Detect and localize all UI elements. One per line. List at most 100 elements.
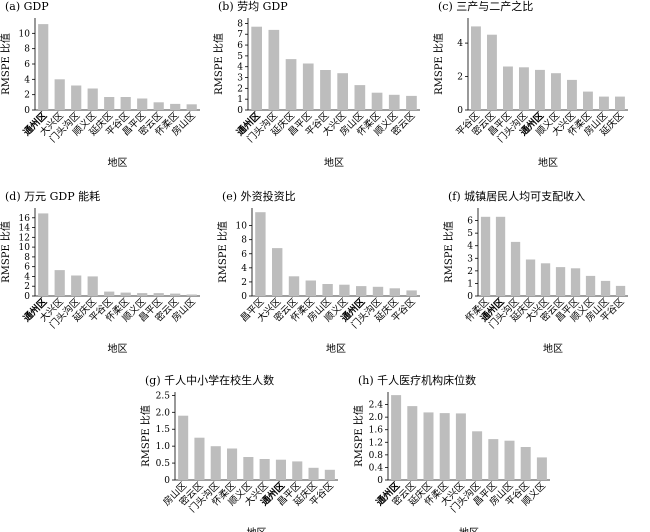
y-tick-label: 4	[24, 272, 30, 282]
bar	[391, 395, 402, 480]
chart-panel-6: (g) 千人中小学在校生人数00.51.01.52.02.5房山区密云区门头沟区…	[139, 373, 338, 532]
bar	[324, 469, 335, 480]
bar	[137, 98, 148, 110]
y-tick-label: 2	[237, 84, 243, 94]
y-tick-label: 8	[24, 45, 30, 55]
chart-title: (h) 千人医疗机构床位数	[358, 373, 476, 387]
chart-title: (e) 外资投资比	[222, 189, 296, 203]
y-axis-label: RMSPE 比值	[442, 221, 455, 283]
bar	[371, 92, 383, 110]
bar	[504, 440, 515, 480]
y-tick-label: 6	[237, 41, 243, 51]
y-tick-label: 1.6	[369, 426, 384, 436]
chart-title: (d) 万元 GDP 能耗	[5, 189, 100, 203]
y-axis-label: RMSPE 比值	[0, 221, 12, 283]
bar	[389, 288, 400, 296]
bar	[87, 88, 98, 110]
bar	[520, 447, 531, 480]
y-tick-label: 0	[241, 292, 247, 302]
y-tick-label: 1.0	[156, 442, 171, 452]
bar	[38, 213, 49, 296]
y-tick-label: 0.8	[369, 451, 384, 461]
bar	[339, 284, 350, 296]
bar	[388, 94, 400, 110]
bar	[178, 415, 189, 480]
x-axis-label: 地区	[108, 342, 128, 355]
bar	[153, 293, 164, 296]
y-tick-label: 0	[24, 106, 30, 116]
bar	[354, 85, 366, 110]
y-tick-label: 5	[467, 229, 473, 239]
chart-panel-7: (h) 千人医疗机构床位数00.40.81.21.62.02.4通州区密云区延庆…	[352, 373, 550, 532]
bar	[472, 431, 483, 480]
y-tick-label: 10	[19, 29, 31, 39]
chart-panel-4: (e) 外资投资比0246810昌平区大兴区密云区怀柔区房山区顺义区通州区门头沟…	[216, 189, 420, 355]
y-tick-label: 1.2	[369, 438, 383, 448]
bar	[551, 73, 561, 110]
bar	[535, 69, 545, 110]
bar	[423, 412, 434, 480]
bar	[308, 467, 319, 480]
chart-title: (a) GDP	[5, 0, 49, 13]
y-tick-label: 4	[237, 63, 243, 73]
y-tick-label: 3	[237, 74, 243, 84]
bar	[510, 241, 521, 296]
bar	[186, 104, 197, 111]
bar	[251, 26, 262, 111]
bar	[38, 24, 49, 111]
bar	[302, 63, 314, 110]
bar	[292, 461, 303, 480]
chart-title: (g) 千人中小学在校生人数	[145, 373, 274, 387]
y-tick-label: 0	[24, 292, 30, 302]
bar	[503, 66, 513, 110]
y-axis-label: RMSPE 比值	[216, 221, 229, 283]
y-tick-label: 3	[467, 254, 473, 264]
bar	[54, 270, 65, 296]
x-axis-label: 地区	[326, 342, 346, 355]
bar	[567, 79, 577, 110]
bar	[322, 284, 333, 296]
x-axis-label: 地区	[543, 342, 563, 355]
bar	[337, 73, 348, 110]
chart-panel-1: (b) 劳均 GDP012345678通州区门头沟区延庆区昌平区平谷区大兴区房山…	[212, 0, 420, 169]
y-tick-label: 12	[19, 233, 30, 243]
bar	[615, 96, 625, 110]
bar	[570, 268, 581, 296]
bar	[272, 248, 283, 296]
x-axis-label: 地区	[247, 526, 267, 532]
bar	[555, 267, 566, 296]
bar	[227, 448, 238, 480]
y-tick-label: 16	[19, 214, 31, 224]
y-tick-label: 2.0	[369, 413, 384, 423]
y-tick-label: 0	[467, 292, 473, 302]
chart-panel-2: (c) 三产与二产之比024平谷区密云区昌平区门头沟区通州区顺义区大兴区怀柔区房…	[432, 0, 628, 169]
bar	[243, 457, 254, 480]
bar	[275, 459, 286, 480]
y-tick-label: 10	[19, 243, 31, 253]
y-axis-label: RMSPE 比值	[0, 33, 12, 95]
bar	[170, 293, 181, 296]
bar	[583, 91, 593, 110]
y-tick-label: 8	[237, 19, 243, 29]
chart-panel-0: (a) GDP0246810通州区大兴区门头沟区顺义区延庆区平谷区昌平区密云区怀…	[0, 0, 200, 169]
y-tick-label: 4	[467, 242, 473, 252]
y-tick-label: 8	[241, 236, 247, 246]
bar	[255, 212, 266, 296]
bar	[600, 280, 611, 296]
y-tick-label: 2	[457, 73, 463, 83]
y-tick-label: 2.4	[369, 401, 384, 411]
y-axis-label: RMSPE 比值	[432, 33, 445, 95]
x-axis-label: 地区	[324, 156, 344, 169]
bar	[194, 437, 205, 480]
y-tick-label: 1	[237, 95, 243, 105]
y-tick-label: 6	[24, 60, 30, 70]
bar	[210, 446, 221, 480]
bar	[540, 263, 551, 296]
bar	[480, 216, 491, 296]
x-axis-label: 地区	[108, 156, 128, 169]
bar	[104, 97, 115, 110]
y-tick-label: 5	[237, 52, 243, 62]
bar	[439, 413, 450, 480]
bar	[170, 103, 181, 110]
y-tick-label: 0	[237, 106, 243, 116]
